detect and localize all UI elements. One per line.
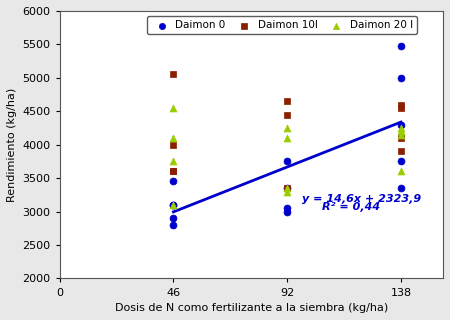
- Daimon 0: [284, 209, 291, 214]
- Daimon 20 l: [397, 125, 405, 131]
- Daimon 20 l: [284, 135, 291, 140]
- Daimon 10l: [284, 112, 291, 117]
- Daimon 20 l: [170, 159, 177, 164]
- Daimon 0: [170, 216, 177, 221]
- Daimon 0: [397, 43, 405, 48]
- Daimon 0: [170, 202, 177, 207]
- Daimon 10l: [397, 105, 405, 110]
- Daimon 0: [397, 159, 405, 164]
- Daimon 20 l: [170, 135, 177, 140]
- Daimon 10l: [170, 142, 177, 147]
- Daimon 20 l: [397, 132, 405, 137]
- Daimon 20 l: [284, 125, 291, 131]
- Daimon 20 l: [284, 186, 291, 191]
- Daimon 0: [397, 122, 405, 127]
- Daimon 20 l: [397, 129, 405, 134]
- Daimon 10l: [170, 169, 177, 174]
- Daimon 0: [397, 186, 405, 191]
- Daimon 10l: [397, 102, 405, 107]
- Daimon 0: [284, 206, 291, 211]
- Daimon 10l: [170, 169, 177, 174]
- Daimon 20 l: [397, 169, 405, 174]
- Legend: Daimon 0, Daimon 10l, Daimon 20 l: Daimon 0, Daimon 10l, Daimon 20 l: [147, 16, 417, 35]
- Daimon 20 l: [284, 189, 291, 194]
- Daimon 10l: [397, 135, 405, 140]
- Daimon 0: [170, 179, 177, 184]
- Daimon 0: [284, 186, 291, 191]
- Daimon 0: [170, 202, 177, 207]
- X-axis label: Dosis de N como fertilizante a la siembra (kg/ha): Dosis de N como fertilizante a la siembr…: [115, 303, 388, 313]
- Daimon 10l: [284, 186, 291, 191]
- Daimon 0: [397, 75, 405, 80]
- Daimon 10l: [284, 99, 291, 104]
- Daimon 20 l: [170, 105, 177, 110]
- Daimon 20 l: [170, 202, 177, 207]
- Text: y = 14,6x + 2323,9: y = 14,6x + 2323,9: [302, 194, 421, 204]
- Daimon 10l: [397, 149, 405, 154]
- Y-axis label: Rendimiento (kg/ha): Rendimiento (kg/ha): [7, 88, 17, 202]
- Daimon 10l: [170, 71, 177, 76]
- Daimon 0: [170, 222, 177, 228]
- Daimon 0: [284, 159, 291, 164]
- Text: R² = 0,44: R² = 0,44: [322, 202, 380, 212]
